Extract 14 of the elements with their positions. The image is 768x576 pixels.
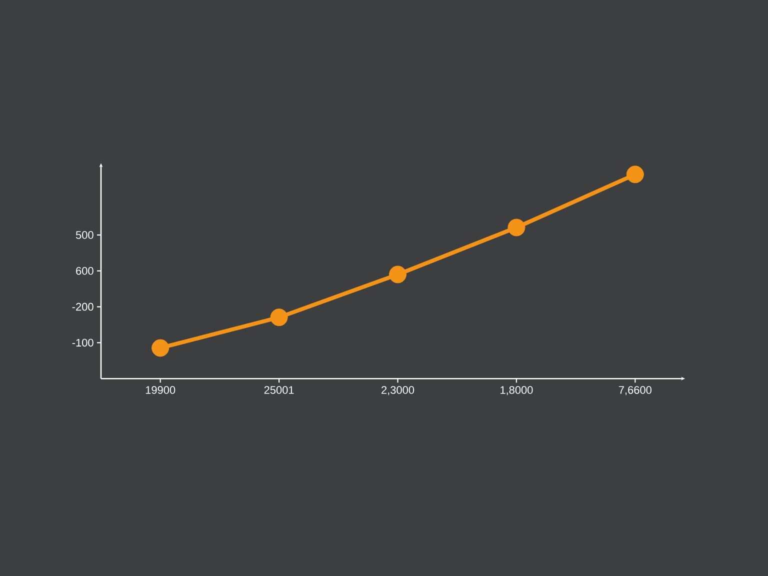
- point: [389, 266, 406, 284]
- text: 600: [76, 267, 94, 275]
- text: 500: [76, 231, 94, 239]
- x-tick-label: 2,3000: [382, 386, 414, 396]
- x-tick-label: 19900: [146, 386, 176, 394]
- x-tick-label: 1,8000: [500, 386, 533, 396]
- text: -200: [72, 302, 94, 311]
- x-tick-label: 7,6600: [618, 386, 652, 396]
- point: [508, 218, 526, 236]
- point: [270, 308, 288, 326]
- point: [152, 339, 170, 357]
- point: [626, 166, 644, 184]
- x-tick-label: 25001: [264, 386, 294, 394]
- text: -100: [72, 338, 94, 347]
